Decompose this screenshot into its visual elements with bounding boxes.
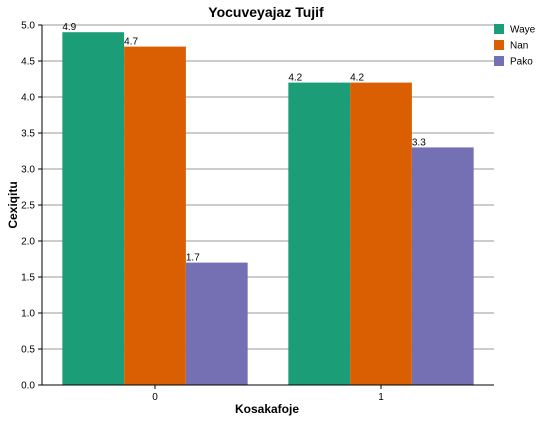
data-labels: 4.9 4.7 1.7 4.2 4.2 3.3 — [62, 22, 426, 263]
data-label: 1.7 — [186, 253, 200, 264]
data-label: 4.9 — [62, 22, 76, 33]
legend-swatch — [494, 56, 504, 66]
legend-swatch — [494, 24, 504, 34]
legend-item-waye: Waye — [494, 24, 536, 36]
x-tick-label: 0 — [152, 392, 158, 403]
bar-pako-0 — [185, 262, 248, 385]
y-tick-label: 1.0 — [21, 309, 35, 320]
y-tick-label: 3.0 — [21, 165, 35, 176]
data-label: 4.7 — [124, 37, 138, 48]
axes: 0.0 0.5 1.0 1.5 2.0 2.5 3.0 3.5 4.0 4.5 5.0 0 1 — [21, 21, 494, 403]
legend-label: Waye — [510, 25, 536, 36]
legend: Waye Nan Pako — [494, 24, 536, 68]
legend-item-nan: Nan — [494, 40, 528, 52]
legend-label: Pako — [510, 57, 533, 68]
bar-waye-1 — [288, 82, 351, 385]
y-tick-label: 3.5 — [21, 129, 35, 140]
bar-waye-0 — [62, 32, 125, 385]
y-tick-label: 2.0 — [21, 237, 35, 248]
data-label: 3.3 — [412, 137, 426, 148]
y-tick-label: 2.5 — [21, 201, 35, 212]
data-label: 4.2 — [288, 73, 302, 84]
y-tick-label: 5.0 — [21, 21, 35, 32]
legend-label: Nan — [510, 41, 528, 52]
y-tick-label: 4.0 — [21, 93, 35, 104]
y-tick-label: 4.5 — [21, 57, 35, 68]
bar-nan-0 — [124, 46, 186, 385]
y-tick-label: 0.0 — [21, 381, 35, 392]
y-tick-label: 1.5 — [21, 273, 35, 284]
bar-pako-1 — [411, 147, 474, 385]
bar-nan-1 — [350, 82, 412, 385]
data-label: 4.2 — [350, 73, 364, 84]
y-axis-title: Cexiqitu — [6, 181, 20, 228]
x-tick-label: 1 — [378, 392, 384, 403]
legend-item-pako: Pako — [494, 56, 533, 68]
x-axis-title: Kosakafoje — [235, 402, 299, 416]
chart-title: Yocuveyajaz Tujif — [208, 4, 324, 20]
bars — [62, 32, 474, 385]
y-tick-label: 0.5 — [21, 345, 35, 356]
legend-swatch — [494, 40, 504, 50]
